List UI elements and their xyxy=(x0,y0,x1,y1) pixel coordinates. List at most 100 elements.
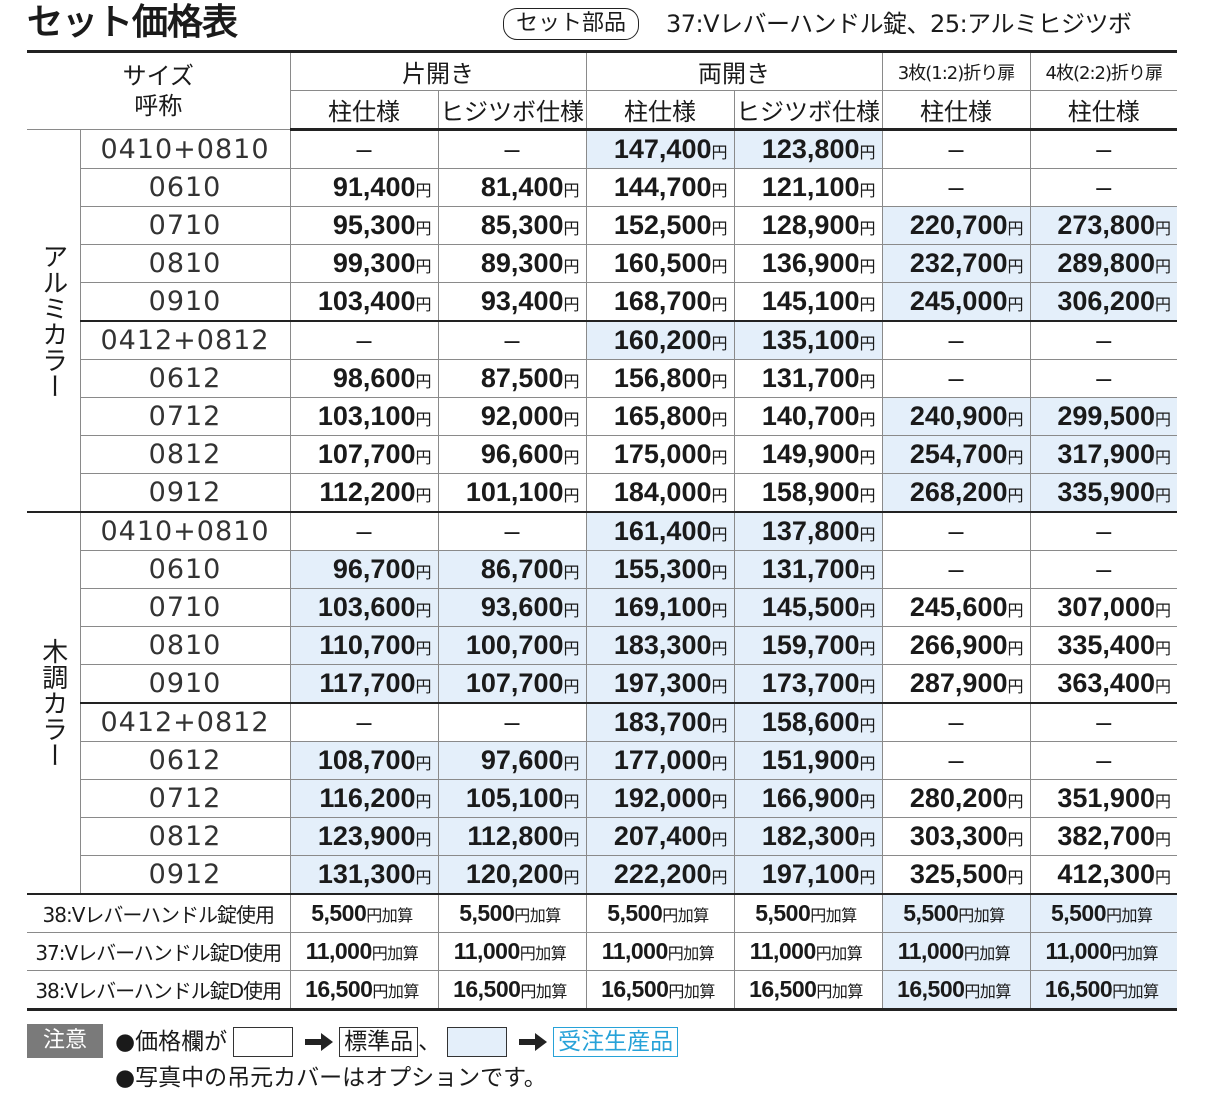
group-header: 片開き xyxy=(289,51,587,91)
size-cell: 0410+0810 xyxy=(79,129,291,169)
price-cell: 266,900円 xyxy=(881,626,1031,665)
price-cell: 158,900円 xyxy=(733,473,883,513)
price-cell: 152,500円 xyxy=(585,206,735,245)
price-cell: 116,200円 xyxy=(289,779,439,818)
price-cell: 289,800円 xyxy=(1029,244,1177,283)
price-cell: 11,000円加算 xyxy=(1029,932,1177,971)
price-cell: 112,800円 xyxy=(437,817,587,856)
price-row: 0712 116,200円 105,100円 192,000円 166,900円 280,… xyxy=(27,779,1177,818)
price-row: 0712 103,100円 92,000円 165,800円 140,700円 240,9… xyxy=(27,397,1177,436)
size-cell: 0610 xyxy=(80,550,291,589)
price-cell: 16,500円加算 xyxy=(585,970,735,1010)
price-cell: 166,900円 xyxy=(733,779,883,818)
price-cell: 131,300円 xyxy=(289,855,439,895)
price-cell: 123,900円 xyxy=(289,817,439,856)
group-header: 3枚(1:2)折り扉 xyxy=(881,51,1031,91)
price-cell: 103,100円 xyxy=(289,397,439,436)
size-cell: 0412+0812 xyxy=(80,320,291,360)
price-cell: 273,800円 xyxy=(1029,206,1177,245)
table-header: サイズ 呼称 片開き 両開き 3枚(1:2)折り扉 4枚(2:2)折り扉 柱仕様 ヒジツボ仕様… xyxy=(27,51,1177,131)
size-cell: 0410+0810 xyxy=(79,511,291,551)
price-row: 0812 123,900円 112,800円 207,400円 182,300円 303,… xyxy=(27,817,1177,856)
price-cell: 5,500円加算 xyxy=(733,893,883,933)
price-cell: 11,000円加算 xyxy=(289,932,439,971)
column-header: 柱仕様 xyxy=(585,90,735,131)
price-cell: – xyxy=(1029,511,1177,551)
price-cell: – xyxy=(881,511,1031,551)
price-cell: 412,300円 xyxy=(1029,855,1177,895)
price-cell: – xyxy=(881,129,1031,169)
addon-label: 38:Vレバーハンドル錠使用 xyxy=(27,893,291,933)
price-cell: – xyxy=(289,129,439,169)
column-header: ヒジツボ仕様 xyxy=(733,90,883,131)
addon-row: 38:Vレバーハンドル錠使用 5,500円加算 5,500円加算 5,500円加算 5,… xyxy=(27,893,1177,933)
price-cell: – xyxy=(437,320,587,360)
price-cell: 151,900円 xyxy=(733,741,883,780)
standard-label: 標準品 xyxy=(339,1027,419,1057)
price-cell: 97,600円 xyxy=(437,741,587,780)
section-label: 木調カラー xyxy=(27,511,81,895)
price-cell: 382,700円 xyxy=(1029,817,1177,856)
price-cell: 245,000円 xyxy=(881,282,1031,322)
price-row: 0412+0812– –160,200円 135,100円 – – xyxy=(27,320,1177,360)
size-cell: 0810 xyxy=(80,626,291,665)
price-cell: 222,200円 xyxy=(585,855,735,895)
size-cell: 0712 xyxy=(80,397,291,436)
price-cell: 110,700円 xyxy=(289,626,439,665)
price-cell: 93,600円 xyxy=(437,588,587,627)
price-row: 0612 98,600円 87,500円 156,800円 131,700円 – – xyxy=(27,359,1177,398)
price-row: 0710 103,600円 93,600円 169,100円 145,500円 245,6… xyxy=(27,588,1177,627)
made-to-order-label: 受注生産品 xyxy=(553,1027,679,1057)
price-cell: 5,500円加算 xyxy=(289,893,439,933)
price-cell: 120,200円 xyxy=(437,855,587,895)
price-cell: – xyxy=(289,702,439,742)
price-cell: 160,500円 xyxy=(585,244,735,283)
price-cell: 306,200円 xyxy=(1029,282,1177,322)
price-cell: 105,100円 xyxy=(437,779,587,818)
price-cell: 96,700円 xyxy=(289,550,439,589)
addon-label: 38:Vレバーハンドル錠D使用 xyxy=(27,970,291,1010)
price-cell: 96,600円 xyxy=(437,435,587,474)
addon-row: 37:Vレバーハンドル錠D使用 11,000円加算 11,000円加算 11,000円… xyxy=(27,932,1177,971)
table-body: アルミカラー 0410+0810– –147,400円 123,800円 – –0610 9… xyxy=(27,129,1177,1010)
price-cell: 93,400円 xyxy=(437,282,587,322)
price-row: 0412+0812– –183,700円 158,600円 – – xyxy=(27,702,1177,742)
size-cell: 0412+0812 xyxy=(80,702,291,742)
price-cell: 11,000円加算 xyxy=(881,932,1031,971)
title: セット価格表 xyxy=(27,2,238,43)
price-cell: 351,900円 xyxy=(1029,779,1177,818)
price-cell: 16,500円加算 xyxy=(881,970,1031,1010)
column-header: 柱仕様 xyxy=(1029,90,1177,131)
price-cell: 182,300円 xyxy=(733,817,883,856)
price-row: 0610 96,700円 86,700円 155,300円 131,700円 – – xyxy=(27,550,1177,589)
addon-row: 38:Vレバーハンドル錠D使用 16,500円加算 16,500円加算 16,500円… xyxy=(27,970,1177,1010)
price-cell: 299,500円 xyxy=(1029,397,1177,436)
price-row: 0910 117,700円 107,700円 197,300円 173,700円 287,… xyxy=(27,664,1177,704)
price-cell: 98,600円 xyxy=(289,359,439,398)
price-cell: 87,500円 xyxy=(437,359,587,398)
price-cell: – xyxy=(881,359,1031,398)
price-cell: 158,600円 xyxy=(733,702,883,742)
price-cell: 81,400円 xyxy=(437,168,587,207)
price-cell: 335,400円 xyxy=(1029,626,1177,665)
price-cell: – xyxy=(1029,550,1177,589)
price-cell: – xyxy=(1029,359,1177,398)
size-cell: 0812 xyxy=(80,817,291,856)
price-row: 0710 95,300円 85,300円 152,500円 128,900円 220,70… xyxy=(27,206,1177,245)
price-cell: 107,700円 xyxy=(437,664,587,704)
price-cell: 16,500円加算 xyxy=(437,970,587,1010)
group-header: 両開き xyxy=(585,51,883,91)
price-row: 0910 103,400円 93,400円 168,700円 145,100円 245,0… xyxy=(27,282,1177,322)
photo-note: ●写真中の吊元カバーはオプションです。 xyxy=(115,1065,547,1091)
size-cell: 0610 xyxy=(80,168,291,207)
price-row: 0610 91,400円 81,400円 144,700円 121,100円 – – xyxy=(27,168,1177,207)
price-cell: 112,200円 xyxy=(289,473,439,513)
price-cell: – xyxy=(437,702,587,742)
price-cell: 16,500円加算 xyxy=(289,970,439,1010)
price-cell: 92,000円 xyxy=(437,397,587,436)
price-cell: 11,000円加算 xyxy=(437,932,587,971)
price-cell: 5,500円加算 xyxy=(1029,893,1177,933)
header-row: 柱仕様 ヒジツボ仕様 柱仕様 ヒジツボ仕様 柱仕様 柱仕様 xyxy=(27,90,1177,131)
